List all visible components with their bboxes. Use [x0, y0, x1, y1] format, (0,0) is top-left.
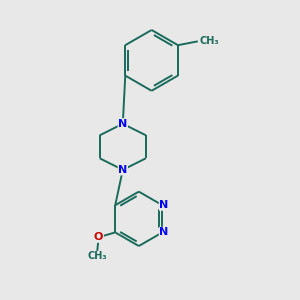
Text: N: N — [159, 200, 169, 210]
Text: CH₃: CH₃ — [199, 36, 219, 46]
Text: O: O — [94, 232, 103, 242]
Text: CH₃: CH₃ — [87, 251, 107, 261]
Text: N: N — [118, 119, 128, 129]
Text: N: N — [159, 227, 169, 237]
Text: N: N — [118, 165, 128, 175]
